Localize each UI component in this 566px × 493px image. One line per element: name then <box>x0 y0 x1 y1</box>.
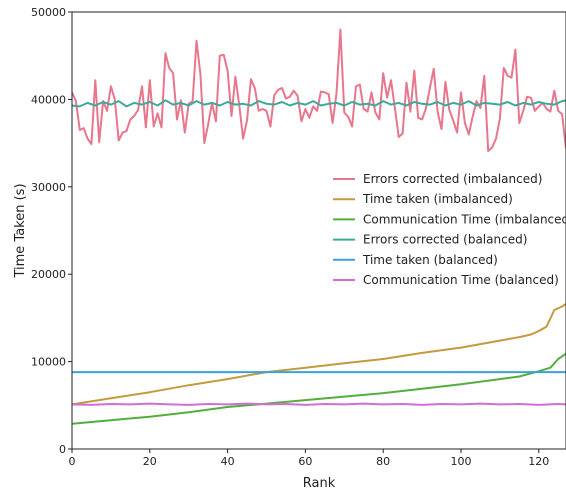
x-tick-label: 120 <box>528 455 549 468</box>
series-line-2 <box>71 352 566 425</box>
legend-label-3: Errors corrected (balanced) <box>363 233 527 247</box>
legend-label-0: Errors corrected (imbalanced) <box>363 172 542 186</box>
series-line-1 <box>71 303 566 406</box>
x-tick-label: 100 <box>450 455 471 468</box>
y-tick-label: 40000 <box>31 93 66 106</box>
y-tick-label: 30000 <box>31 181 66 194</box>
x-tick-label: 40 <box>221 455 235 468</box>
series-line-3 <box>71 99 566 108</box>
plot-frame <box>71 11 566 450</box>
x-tick-label: 20 <box>143 455 157 468</box>
x-tick-label: 80 <box>376 455 390 468</box>
legend-label-5: Communication Time (balanced) <box>363 273 559 287</box>
y-axis-label: Time Taken (s) <box>13 183 28 278</box>
legend-label-1: Time taken (imbalanced) <box>362 192 513 206</box>
y-tick-label: 10000 <box>31 356 66 369</box>
x-tick-label: 0 <box>69 455 76 468</box>
x-tick-label: 60 <box>298 455 312 468</box>
series-layer <box>71 28 566 425</box>
legend-label-4: Time taken (balanced) <box>362 253 498 267</box>
y-tick-label: 50000 <box>31 6 66 19</box>
series-line-5 <box>71 402 566 406</box>
y-tick-label: 20000 <box>31 268 66 281</box>
legend-label-2: Communication Time (imbalanced) <box>363 212 566 226</box>
x-axis-label: Rank <box>303 476 336 491</box>
ticks-layer: 0 20 40 60 80 100 120 0 10000 20000 30000 40000 5000… <box>31 6 549 468</box>
series-line-0 <box>71 28 566 152</box>
y-tick-label: 0 <box>59 443 66 456</box>
legend: Errors corrected (imbalanced) Time taken … <box>333 172 566 287</box>
